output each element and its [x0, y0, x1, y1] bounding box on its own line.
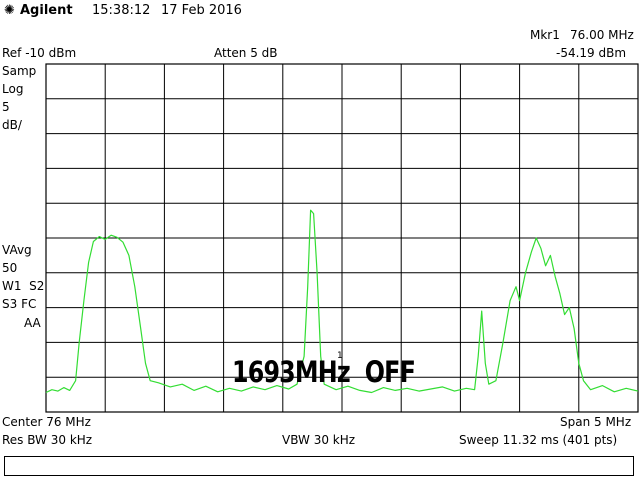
scale-unit: dB/ [2, 118, 22, 132]
video-average: VAvg [2, 243, 32, 257]
marker-label: Mkr1 [530, 28, 560, 42]
trace-indicators: W1 S2 [2, 279, 45, 293]
aa-indicator: AA [24, 316, 41, 330]
scale-value: 5 [2, 100, 10, 114]
spectrum-trace [45, 209, 639, 394]
average-count: 50 [2, 261, 18, 275]
video-bandwidth: VBW 30 kHz [282, 433, 356, 447]
marker-frequency: 76.00 MHz [570, 28, 634, 42]
span: Span 5 MHz [560, 415, 632, 429]
marker-level: -54.19 dBm [556, 46, 627, 60]
sweep-info: Sweep 11.32 ms (401 pts) [459, 433, 618, 447]
brand-name: Agilent [20, 3, 73, 18]
trace-flags: S3 FC [2, 297, 37, 311]
scale-type: Log [2, 82, 24, 96]
detector-mode: Samp [2, 64, 37, 78]
resolution-bandwidth: Res BW 30 kHz [2, 433, 93, 447]
header-time: 15:38:12 [92, 3, 151, 18]
agilent-logo-icon: ✺ [4, 3, 15, 18]
header-date: 17 Feb 2016 [161, 3, 242, 18]
center-frequency: Center 76 MHz [2, 415, 91, 429]
marker-number: 1 [337, 351, 343, 361]
status-input-bar[interactable] [4, 456, 634, 476]
attenuation: Atten 5 dB [214, 46, 278, 60]
frequency-off-overlay: 1693MHz OFF [232, 355, 416, 389]
reference-level: Ref -10 dBm [2, 46, 77, 60]
